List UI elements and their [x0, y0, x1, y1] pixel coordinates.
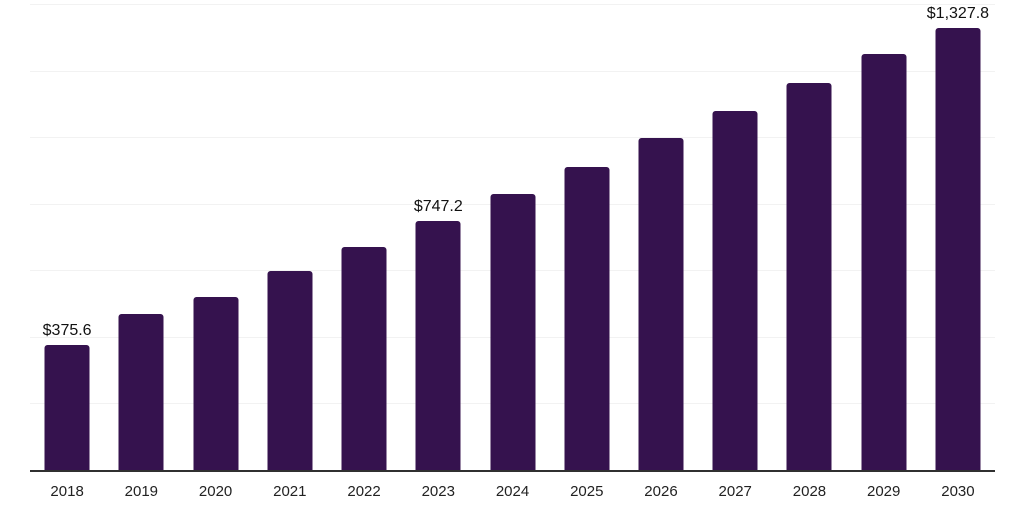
- bar-2030[interactable]: [935, 28, 981, 470]
- bar-slot-2019: [104, 4, 178, 470]
- x-tick-label-2018: 2018: [50, 483, 84, 500]
- x-tick-label-2029: 2029: [867, 483, 901, 500]
- x-tick-label-2026: 2026: [644, 483, 678, 500]
- x-tick-label-2027: 2027: [718, 483, 752, 500]
- bar-2027[interactable]: [712, 111, 758, 470]
- bar-slot-2028: [772, 4, 846, 470]
- bar-slot-2026: [624, 4, 698, 470]
- bar-2020[interactable]: [193, 296, 239, 470]
- x-tick-label-2021: 2021: [273, 483, 307, 500]
- x-tick-label-2028: 2028: [792, 483, 827, 500]
- bar-2028[interactable]: [786, 82, 832, 470]
- bar-2029[interactable]: [861, 53, 907, 470]
- gridline-1000: [30, 137, 995, 139]
- bar-2024[interactable]: [490, 194, 536, 470]
- bar-slot-2021: [253, 4, 327, 470]
- bar-2021[interactable]: [267, 271, 313, 470]
- bar-slot-2024: [475, 4, 549, 470]
- bar-2023[interactable]: [415, 221, 461, 470]
- x-tick-label-2022: 2022: [347, 483, 381, 500]
- bar-value-label-2018: $375.6: [42, 321, 92, 339]
- gridline-1200: [30, 70, 995, 72]
- x-tick-label-2019: 2019: [124, 483, 159, 500]
- bar-value-label-2030: $1,327.8: [926, 5, 990, 23]
- x-tick-label-2020: 2020: [198, 483, 233, 500]
- x-tick-label-2025: 2025: [570, 483, 604, 500]
- bar-slot-2025: [550, 4, 624, 470]
- x-tick-label-2024: 2024: [495, 483, 530, 500]
- bar-slot-2022: [327, 4, 401, 470]
- bar-slot-2027: [698, 4, 772, 470]
- plot-area: $375.6 $747.2 $1,327.8: [30, 4, 995, 472]
- x-axis: 2018 2019 2020 2021 2022 2023 2024 2025 2026 2027…: [30, 482, 995, 502]
- bar-slot-2030: $1,327.8: [921, 4, 995, 470]
- bars-layer: $375.6 $747.2 $1,327.8: [30, 4, 995, 470]
- bar-slot-2029: [847, 4, 921, 470]
- gridline-1400: [30, 4, 995, 5]
- bar-2022[interactable]: [341, 246, 387, 470]
- bar-slot-2020: [178, 4, 252, 470]
- bar-2018[interactable]: [44, 344, 90, 470]
- bar-value-label-2023: $747.2: [413, 198, 463, 216]
- bar-2019[interactable]: [118, 313, 164, 470]
- x-tick-label-2023: 2023: [421, 483, 455, 500]
- bar-slot-2018: $375.6: [30, 4, 104, 470]
- x-tick-label-2030: 2030: [941, 483, 975, 500]
- bar-2026[interactable]: [638, 138, 684, 470]
- bar-slot-2023: $747.2: [401, 4, 475, 470]
- bar-2025[interactable]: [564, 166, 610, 470]
